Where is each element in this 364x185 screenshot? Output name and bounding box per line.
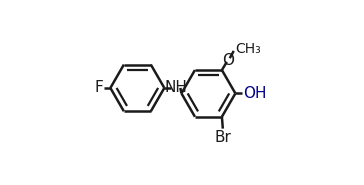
Text: NH: NH	[164, 80, 187, 95]
Text: F: F	[95, 80, 103, 95]
Text: Br: Br	[214, 130, 231, 144]
Text: OH: OH	[243, 86, 266, 101]
Text: O: O	[222, 53, 234, 68]
Text: CH₃: CH₃	[236, 42, 261, 56]
